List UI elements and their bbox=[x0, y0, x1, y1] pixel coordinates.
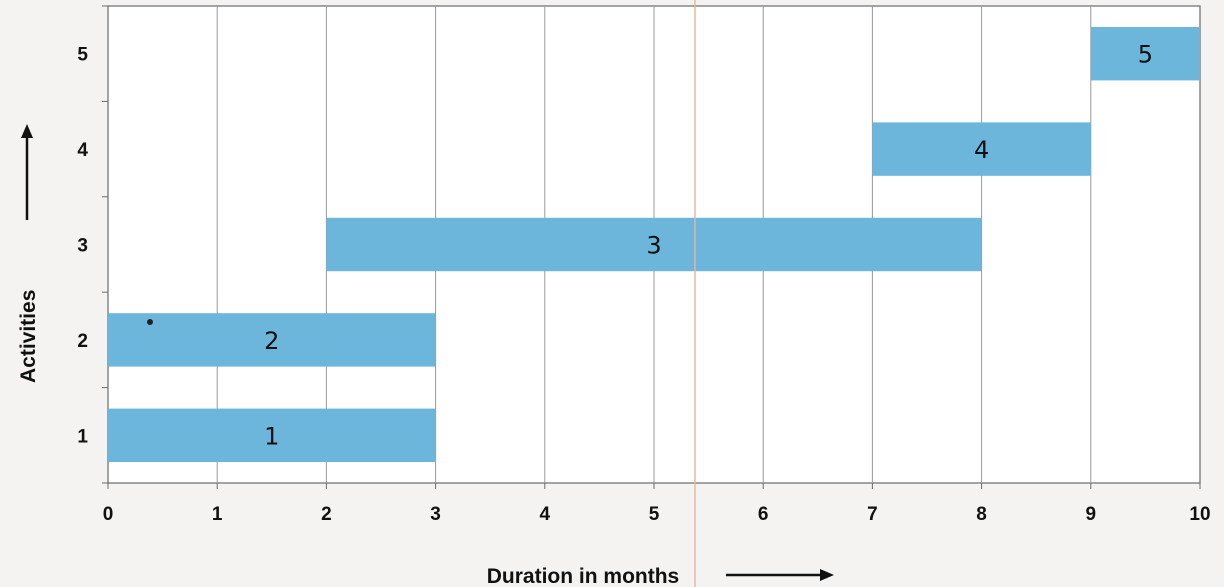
y-tick-label-2: 2 bbox=[77, 331, 88, 352]
x-tick-label-4: 4 bbox=[540, 504, 551, 525]
bar-label-5: 5 bbox=[1138, 41, 1153, 69]
x-tick-label-6: 6 bbox=[758, 504, 769, 525]
y-axis-arrow bbox=[21, 124, 33, 220]
x-tick-label-9: 9 bbox=[1086, 504, 1097, 525]
y-tick-labels: 1 2 3 4 5 bbox=[77, 45, 88, 448]
x-tick-label-3: 3 bbox=[430, 504, 441, 525]
bar-activity-3 bbox=[326, 217, 982, 272]
y-tick-label-4: 4 bbox=[77, 140, 88, 161]
bar-activity-2 bbox=[108, 313, 436, 367]
y-tick-label-1: 1 bbox=[77, 426, 88, 447]
x-tick-label-7: 7 bbox=[867, 504, 878, 525]
y-axis-title: Activities bbox=[17, 290, 40, 383]
x-tick-label-10: 10 bbox=[1189, 504, 1210, 525]
bar-activity-5 bbox=[1090, 26, 1200, 81]
x-tick-label-0: 0 bbox=[103, 504, 114, 525]
bar-label-3: 3 bbox=[646, 232, 661, 260]
y-tick-label-3: 3 bbox=[77, 236, 88, 257]
bar-activity-1 bbox=[108, 408, 436, 463]
x-tick-label-5: 5 bbox=[649, 504, 660, 525]
x-tick-label-1: 1 bbox=[212, 504, 223, 525]
ink-dot bbox=[147, 319, 153, 325]
x-tick-label-8: 8 bbox=[976, 504, 987, 525]
x-axis-arrow bbox=[726, 569, 834, 581]
y-tick-label-5: 5 bbox=[77, 45, 88, 66]
bar-label-4: 4 bbox=[974, 136, 989, 164]
x-tick-labels: 0 1 2 3 4 5 6 7 8 9 10 bbox=[103, 504, 1211, 525]
x-axis-title: Duration in months bbox=[487, 565, 680, 587]
bar-label-1: 1 bbox=[264, 422, 279, 450]
bars: 1 2 3 4 5 bbox=[108, 26, 1200, 463]
x-tick-label-2: 2 bbox=[321, 504, 332, 525]
bar-activity-4 bbox=[872, 122, 1091, 176]
bar-label-2: 2 bbox=[264, 327, 279, 355]
